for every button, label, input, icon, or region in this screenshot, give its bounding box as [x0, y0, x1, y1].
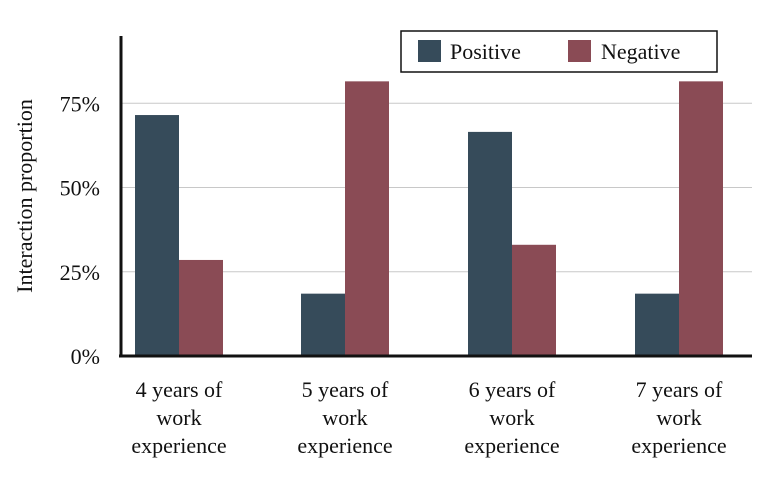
x-tick-label-line: experience [631, 433, 726, 458]
legend-label-positive: Positive [450, 39, 521, 64]
bar-positive-3 [468, 131, 512, 356]
y-tick-labels: 0% 25% 50% 75% [60, 91, 100, 369]
y-tick-label: 75% [60, 91, 100, 116]
x-tick-label: 4 years of work experience [131, 377, 226, 458]
bar-negative-3 [512, 244, 556, 356]
x-tick-label: 6 years of work experience [464, 377, 559, 458]
x-tick-label-line: work [156, 405, 201, 430]
legend-swatch-negative [568, 40, 591, 62]
x-tick-label-line: 5 years of [302, 377, 389, 402]
legend-box [400, 30, 718, 73]
x-tick-label-line: work [656, 405, 701, 430]
x-tick-label-line: experience [131, 433, 226, 458]
x-tick-label-line: 7 years of [636, 377, 723, 402]
category-labels: 4 years of work experience 5 years of work ex… [131, 377, 726, 458]
y-tick-label: 50% [60, 176, 100, 201]
x-tick-label-line: 4 years of [136, 377, 223, 402]
x-tick-label-line: work [489, 405, 534, 430]
legend-label-negative: Negative [601, 39, 680, 64]
y-axis-label: Interaction proportion [12, 99, 37, 293]
x-tick-label: 7 years of work experience [631, 377, 726, 458]
bar-negative-1 [179, 259, 223, 356]
x-tick-label-line: experience [464, 433, 559, 458]
x-tick-label-line: experience [297, 433, 392, 458]
bar-positive-2 [301, 293, 345, 356]
y-tick-label: 0% [71, 344, 100, 369]
legend-swatch-positive [418, 40, 441, 62]
x-tick-label-line: work [322, 405, 367, 430]
gridlines [121, 102, 752, 273]
bar-negative-2 [345, 81, 389, 356]
bar-positive-1 [135, 115, 179, 356]
bars [135, 81, 723, 356]
x-tick-label-line: 6 years of [469, 377, 556, 402]
bar-positive-4 [635, 293, 679, 356]
legend: Positive Negative [400, 30, 718, 73]
bar-negative-4 [679, 81, 723, 356]
y-tick-label: 25% [60, 260, 100, 285]
x-tick-label: 5 years of work experience [297, 377, 392, 458]
